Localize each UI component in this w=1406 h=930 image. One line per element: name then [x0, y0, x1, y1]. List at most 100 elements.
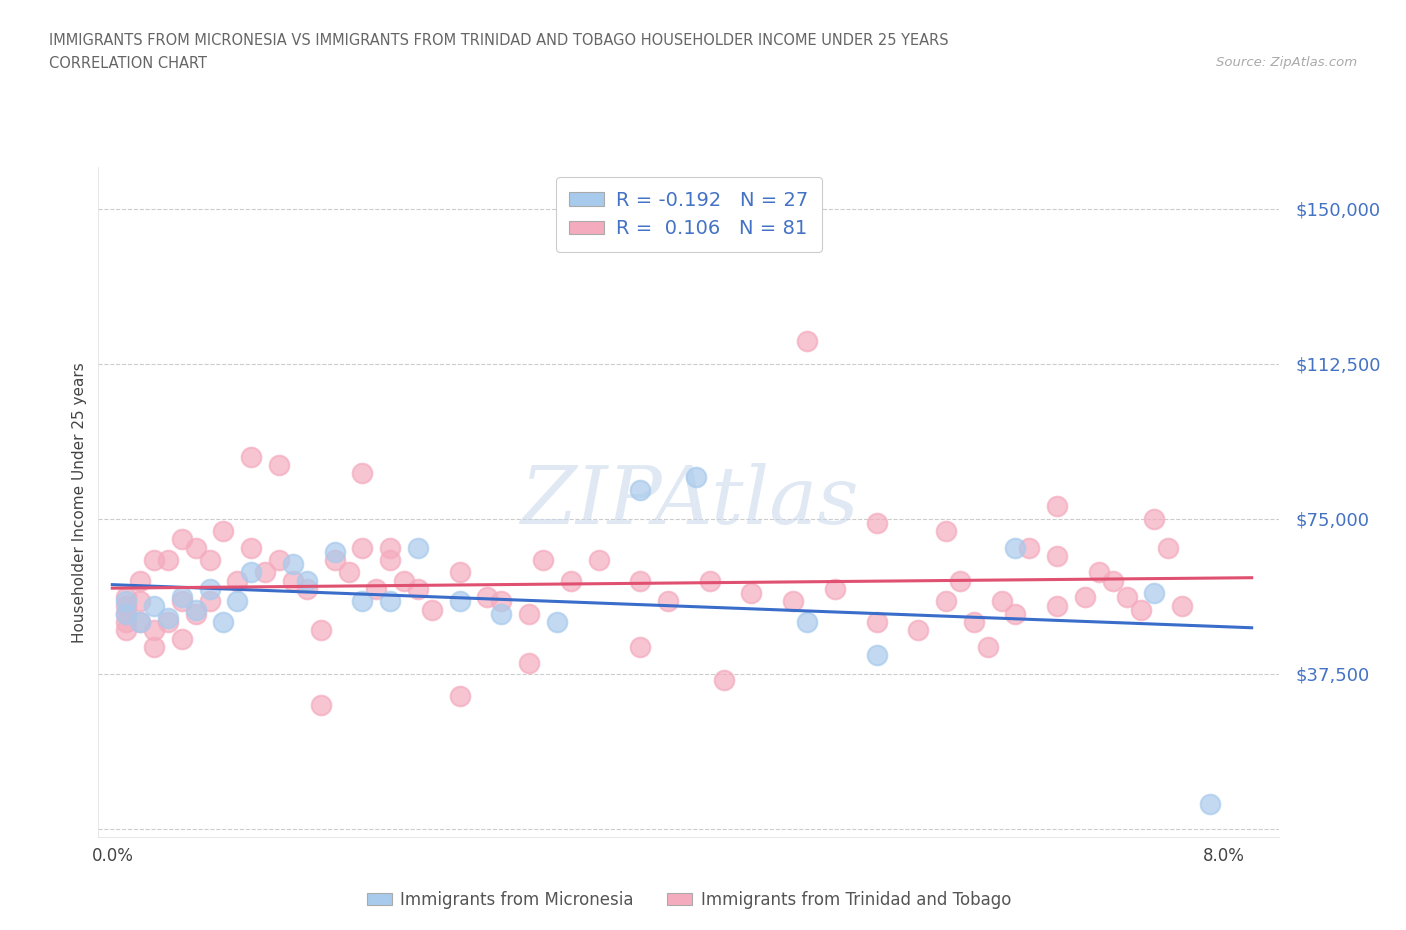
Point	[406, 540, 429, 555]
Point	[963, 615, 986, 630]
Point	[420, 603, 443, 618]
Text: ZIPAtlas: ZIPAtlas	[520, 463, 858, 541]
Point	[628, 640, 651, 655]
Point	[115, 594, 138, 609]
Point	[1046, 498, 1069, 513]
Point	[588, 552, 610, 567]
Point	[267, 458, 290, 472]
Point	[517, 656, 540, 671]
Point	[156, 552, 179, 567]
Point	[309, 698, 332, 712]
Point	[115, 615, 138, 630]
Point	[782, 594, 804, 609]
Point	[935, 594, 957, 609]
Point	[1046, 598, 1069, 613]
Point	[323, 544, 346, 559]
Point	[254, 565, 277, 580]
Point	[170, 594, 193, 609]
Point	[531, 552, 554, 567]
Point	[143, 598, 166, 613]
Point	[1101, 573, 1123, 588]
Point	[129, 615, 152, 630]
Point	[1088, 565, 1111, 580]
Point	[143, 623, 166, 638]
Point	[337, 565, 360, 580]
Point	[824, 581, 846, 596]
Point	[198, 552, 221, 567]
Point	[976, 640, 998, 655]
Point	[295, 581, 318, 596]
Point	[115, 606, 138, 621]
Point	[865, 515, 887, 530]
Point	[713, 672, 735, 687]
Legend: Immigrants from Micronesia, Immigrants from Trinidad and Tobago: Immigrants from Micronesia, Immigrants f…	[360, 884, 1018, 916]
Point	[156, 610, 179, 625]
Point	[685, 470, 707, 485]
Point	[907, 623, 929, 638]
Point	[546, 615, 568, 630]
Point	[129, 573, 152, 588]
Point	[212, 615, 235, 630]
Point	[366, 581, 388, 596]
Point	[309, 623, 332, 638]
Point	[212, 524, 235, 538]
Point	[740, 586, 762, 601]
Point	[281, 573, 304, 588]
Point	[1143, 512, 1166, 526]
Point	[796, 334, 818, 349]
Point	[865, 615, 887, 630]
Point	[226, 573, 249, 588]
Point	[380, 540, 402, 555]
Point	[198, 581, 221, 596]
Point	[352, 594, 374, 609]
Point	[240, 540, 263, 555]
Y-axis label: Householder Income Under 25 years: Householder Income Under 25 years	[72, 362, 87, 643]
Point	[156, 615, 179, 630]
Point	[1018, 540, 1040, 555]
Point	[226, 594, 249, 609]
Point	[1157, 540, 1180, 555]
Point	[380, 594, 402, 609]
Point	[352, 466, 374, 481]
Point	[491, 594, 513, 609]
Point	[935, 524, 957, 538]
Point	[1115, 590, 1137, 604]
Point	[240, 565, 263, 580]
Point	[198, 594, 221, 609]
Point	[323, 552, 346, 567]
Point	[129, 615, 152, 630]
Point	[491, 606, 513, 621]
Text: CORRELATION CHART: CORRELATION CHART	[49, 56, 207, 71]
Point	[170, 590, 193, 604]
Point	[129, 594, 152, 609]
Point	[560, 573, 582, 588]
Point	[1199, 796, 1222, 811]
Point	[1046, 549, 1069, 564]
Point	[477, 590, 499, 604]
Point	[115, 606, 138, 621]
Point	[449, 689, 471, 704]
Point	[796, 615, 818, 630]
Point	[449, 565, 471, 580]
Point	[949, 573, 972, 588]
Point	[115, 590, 138, 604]
Point	[406, 581, 429, 596]
Point	[115, 598, 138, 613]
Point	[170, 631, 193, 646]
Text: IMMIGRANTS FROM MICRONESIA VS IMMIGRANTS FROM TRINIDAD AND TOBAGO HOUSEHOLDER IN: IMMIGRANTS FROM MICRONESIA VS IMMIGRANTS…	[49, 33, 949, 47]
Point	[295, 573, 318, 588]
Point	[1004, 606, 1026, 621]
Text: Source: ZipAtlas.com: Source: ZipAtlas.com	[1216, 56, 1357, 69]
Point	[380, 552, 402, 567]
Point	[143, 640, 166, 655]
Point	[657, 594, 679, 609]
Point	[1143, 586, 1166, 601]
Point	[115, 623, 138, 638]
Point	[184, 603, 207, 618]
Point	[184, 540, 207, 555]
Point	[990, 594, 1012, 609]
Point	[628, 573, 651, 588]
Point	[267, 552, 290, 567]
Point	[628, 483, 651, 498]
Point	[1004, 540, 1026, 555]
